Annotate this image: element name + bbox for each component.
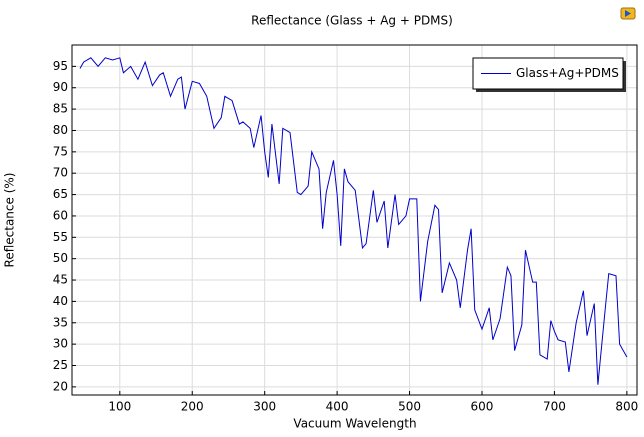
x-tick-label: 700 — [543, 400, 566, 414]
y-tick-label: 55 — [53, 230, 68, 244]
legend: Glass+Ag+PDMS — [472, 57, 626, 92]
y-tick-label: 50 — [53, 251, 68, 265]
x-tick-label: 300 — [253, 400, 276, 414]
x-axis-label: Vacuum Wavelength — [293, 417, 416, 431]
y-tick-label: 40 — [53, 294, 68, 308]
y-tick-label: 35 — [53, 315, 68, 329]
y-tick-label: 80 — [53, 123, 68, 137]
x-tick-label: 100 — [108, 400, 131, 414]
y-axis-label: Reflectance (%) — [3, 173, 17, 268]
y-tick-label: 65 — [53, 187, 68, 201]
x-tick-label: 400 — [326, 400, 349, 414]
x-tick-label: 200 — [181, 400, 204, 414]
y-tick-label: 30 — [53, 337, 68, 351]
y-tick-label: 45 — [53, 273, 68, 287]
legend-label: Glass+Ag+PDMS — [516, 66, 619, 80]
app-icon — [620, 7, 636, 20]
y-tick-label: 90 — [53, 80, 68, 94]
y-tick-label: 25 — [53, 358, 68, 372]
x-tick-label: 500 — [398, 400, 421, 414]
y-tick-label: 70 — [53, 166, 68, 180]
y-tick-label: 75 — [53, 144, 68, 158]
plot-frame — [71, 44, 638, 396]
y-tick-label: 60 — [53, 208, 68, 222]
x-tick-label: 600 — [471, 400, 494, 414]
y-tick-label: 95 — [53, 59, 68, 73]
chart-title: Reflectance (Glass + Ag + PDMS) — [251, 14, 453, 28]
y-tick-label: 20 — [53, 379, 68, 393]
x-tick-label: 800 — [615, 400, 638, 414]
data-line — [79, 57, 628, 385]
y-tick-label: 85 — [53, 102, 68, 116]
